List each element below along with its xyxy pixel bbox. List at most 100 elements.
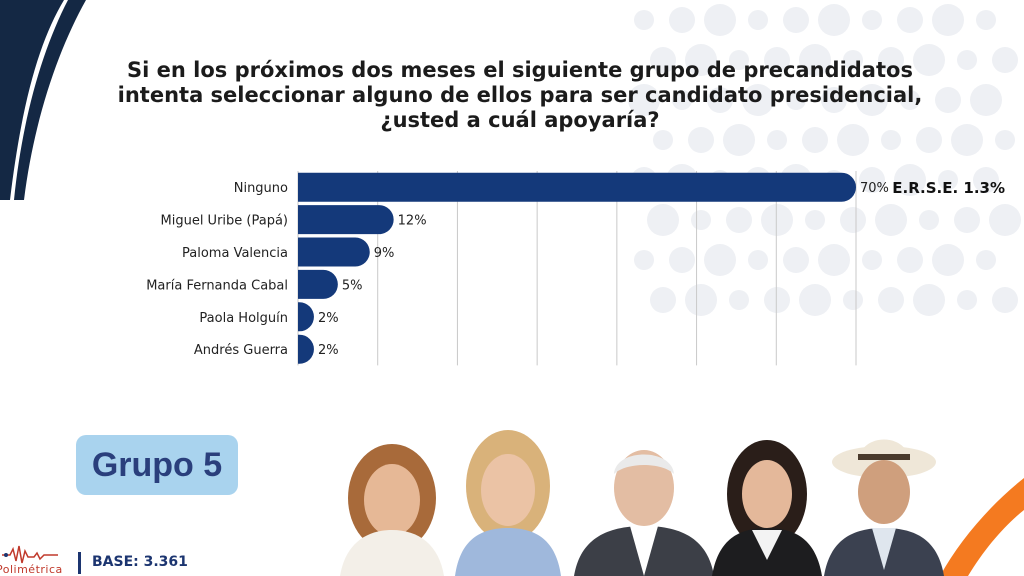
bar [298,302,314,332]
decor-dot [669,247,695,273]
decor-dot [897,7,923,33]
decor-dot [976,10,996,30]
decor-dot [837,124,869,156]
decor-dot [650,287,676,313]
decor-dot [932,244,964,276]
decor-dot [761,204,793,236]
decor-dot [976,250,996,270]
decor-dot [729,50,749,70]
question-line-2: intenta seleccionar alguno de ellos para… [117,83,923,107]
decor-dot [650,47,676,73]
decor-dot [913,284,945,316]
bar [298,334,314,364]
bar [298,205,394,235]
decor-dot [786,90,806,110]
decor-dot [783,7,809,33]
decor-dot [881,130,901,150]
bar [298,237,370,267]
decor-dot [894,164,926,196]
decor-dot [653,130,673,150]
decor-dot [935,87,961,113]
category-label: Miguel Uribe (Papá) [161,214,289,229]
value-label: 9% [374,246,395,261]
decor-dot [875,204,907,236]
decor-dot [916,127,942,153]
decor-dot [647,204,679,236]
decor-dot [704,4,736,36]
decor-dot [843,290,863,310]
category-label: María Fernanda Cabal [146,278,288,293]
category-label: Ninguno [234,181,288,196]
decor-dot [669,7,695,33]
decor-dot [919,210,939,230]
decor-dot [723,124,755,156]
decor-dot [704,244,736,276]
decor-dot [992,47,1018,73]
decor-dot [900,90,920,110]
decor-dot [938,170,958,190]
decor-dot [691,210,711,230]
decor-dot [951,124,983,156]
decor-dot [628,84,660,116]
logo-wordmark: Polimétrica [0,563,63,576]
decor-dot [634,250,654,270]
decor-dot [707,87,733,113]
value-label: 2% [318,311,339,326]
decor-dot [726,207,752,233]
decor-dot [878,47,904,73]
question-line-3: ¿usted a cuál apoyaría? [380,108,660,132]
value-label: 2% [318,343,339,358]
decor-dot [799,284,831,316]
question-title: Si en los próximos dos meses el siguient… [110,58,930,133]
corner-decoration [0,0,86,200]
decor-dot [957,50,977,70]
decor-dot [672,90,692,110]
decor-dot [973,167,999,193]
decor-dot [818,244,850,276]
decor-dot [821,87,847,113]
polimetrica-logo [2,545,58,564]
decor-dot [802,127,828,153]
decor-dot [856,84,888,116]
decor-dot [685,284,717,316]
category-label: Andrés Guerra [194,343,288,358]
error-annotation: E.R.S.E. 1.3% [892,179,1005,197]
decor-dot [970,84,1002,116]
decor-dot [840,207,866,233]
value-label: 12% [398,214,427,229]
decor-dot [995,130,1015,150]
decor-dot [764,287,790,313]
group-badge-label: Grupo 5 [91,445,223,484]
decor-dot [859,167,885,193]
value-label: 70% [860,181,889,196]
category-label: Paola Holguín [199,311,288,326]
decor-dot [729,290,749,310]
decor-dot [818,4,850,36]
question-line-1: Si en los próximos dos meses el siguient… [127,58,913,82]
bar [298,172,856,202]
base-divider [78,552,81,574]
decor-dot [954,207,980,233]
base-label: BASE: 3.361 [92,554,188,570]
value-label: 5% [342,278,363,293]
decor-dot [799,44,831,76]
decor-dot [862,250,882,270]
decor-dot [764,47,790,73]
decor-dot [932,4,964,36]
group-badge: Grupo 5 [76,435,238,495]
decor-dot [748,250,768,270]
decor-dot [913,44,945,76]
bar [298,269,338,299]
decor-dot [634,10,654,30]
decor-dot [897,247,923,273]
decor-dot [862,10,882,30]
decor-dot [783,247,809,273]
decor-dot [742,84,774,116]
decor-dot [688,127,714,153]
decor-dot [805,210,825,230]
decor-dot [685,44,717,76]
decor-dot [989,204,1021,236]
decor-dot [957,290,977,310]
decor-dot [748,10,768,30]
